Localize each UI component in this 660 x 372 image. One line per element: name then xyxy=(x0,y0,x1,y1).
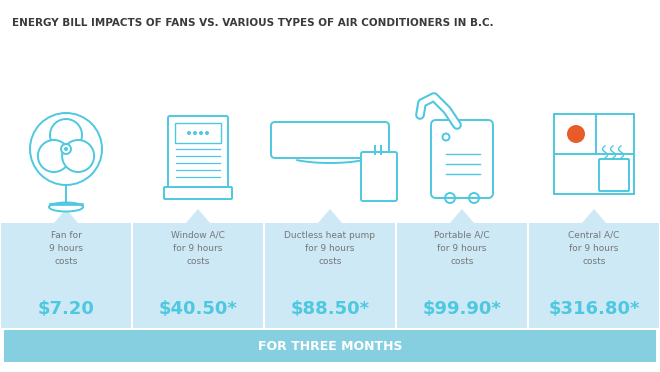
Circle shape xyxy=(50,119,82,151)
Polygon shape xyxy=(54,209,78,223)
FancyBboxPatch shape xyxy=(529,223,659,328)
FancyBboxPatch shape xyxy=(133,223,263,328)
Text: Portable A/C
for 9 hours
costs: Portable A/C for 9 hours costs xyxy=(434,231,490,266)
Text: FOR THREE MONTHS: FOR THREE MONTHS xyxy=(258,340,402,353)
FancyBboxPatch shape xyxy=(4,330,656,362)
Text: $99.90*: $99.90* xyxy=(422,300,502,318)
Circle shape xyxy=(61,144,71,154)
FancyBboxPatch shape xyxy=(271,122,389,158)
Circle shape xyxy=(205,131,209,135)
Text: Central A/C
for 9 hours
costs: Central A/C for 9 hours costs xyxy=(568,231,620,266)
Text: $88.50*: $88.50* xyxy=(290,300,370,318)
Polygon shape xyxy=(186,209,210,223)
Text: Ductless heat pump
for 9 hours
costs: Ductless heat pump for 9 hours costs xyxy=(284,231,376,266)
FancyBboxPatch shape xyxy=(265,223,395,328)
FancyBboxPatch shape xyxy=(164,187,232,199)
FancyBboxPatch shape xyxy=(361,152,397,201)
FancyBboxPatch shape xyxy=(431,120,493,198)
Circle shape xyxy=(187,131,191,135)
FancyBboxPatch shape xyxy=(397,223,527,328)
Circle shape xyxy=(64,147,68,151)
FancyBboxPatch shape xyxy=(168,116,228,192)
Polygon shape xyxy=(318,209,342,223)
Circle shape xyxy=(38,140,70,172)
Text: ENERGY BILL IMPACTS OF FANS VS. VARIOUS TYPES OF AIR CONDITIONERS IN B.C.: ENERGY BILL IMPACTS OF FANS VS. VARIOUS … xyxy=(12,18,494,28)
Circle shape xyxy=(193,131,197,135)
Text: $40.50*: $40.50* xyxy=(158,300,238,318)
Polygon shape xyxy=(450,209,474,223)
Text: $7.20: $7.20 xyxy=(38,300,94,318)
FancyBboxPatch shape xyxy=(554,114,634,194)
FancyBboxPatch shape xyxy=(599,159,629,191)
Ellipse shape xyxy=(49,202,83,212)
Text: Fan for
9 hours
costs: Fan for 9 hours costs xyxy=(49,231,83,266)
FancyBboxPatch shape xyxy=(175,123,221,143)
Circle shape xyxy=(199,131,203,135)
Text: Window A/C
for 9 hours
costs: Window A/C for 9 hours costs xyxy=(171,231,225,266)
Circle shape xyxy=(62,140,94,172)
Polygon shape xyxy=(582,209,606,223)
FancyBboxPatch shape xyxy=(1,223,131,328)
Text: $316.80*: $316.80* xyxy=(548,300,640,318)
Circle shape xyxy=(567,125,585,143)
